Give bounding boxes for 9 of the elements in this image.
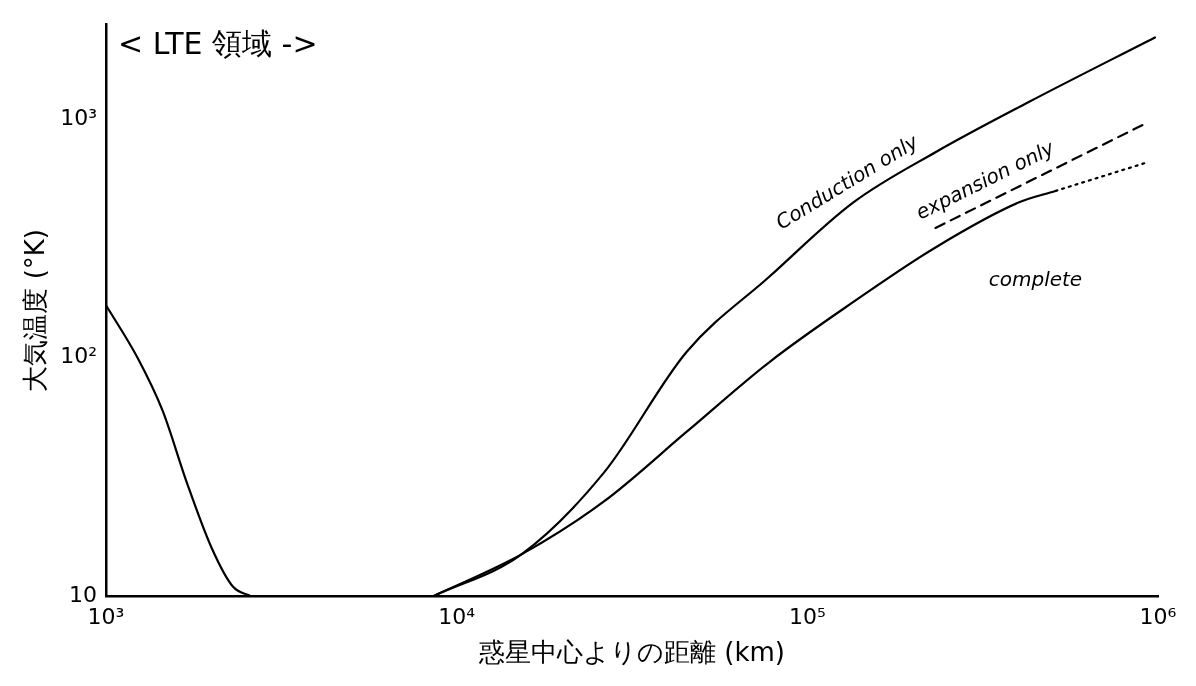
y-axis-title: 大気温度 (°K) [20, 229, 51, 392]
y-tick-label: 10² [60, 343, 98, 369]
text: complete [988, 266, 1083, 291]
x-axis-title: 惑星中心よりの距離 (km) [478, 637, 785, 668]
x-tick-label: 10⁵ [788, 604, 826, 630]
x-tick-label: 10⁶ [1139, 604, 1177, 630]
annotation: < LTE 領域 -> [118, 26, 318, 61]
y-tick-label: 10³ [60, 104, 98, 130]
x-tick-label: 10⁴ [438, 604, 476, 630]
